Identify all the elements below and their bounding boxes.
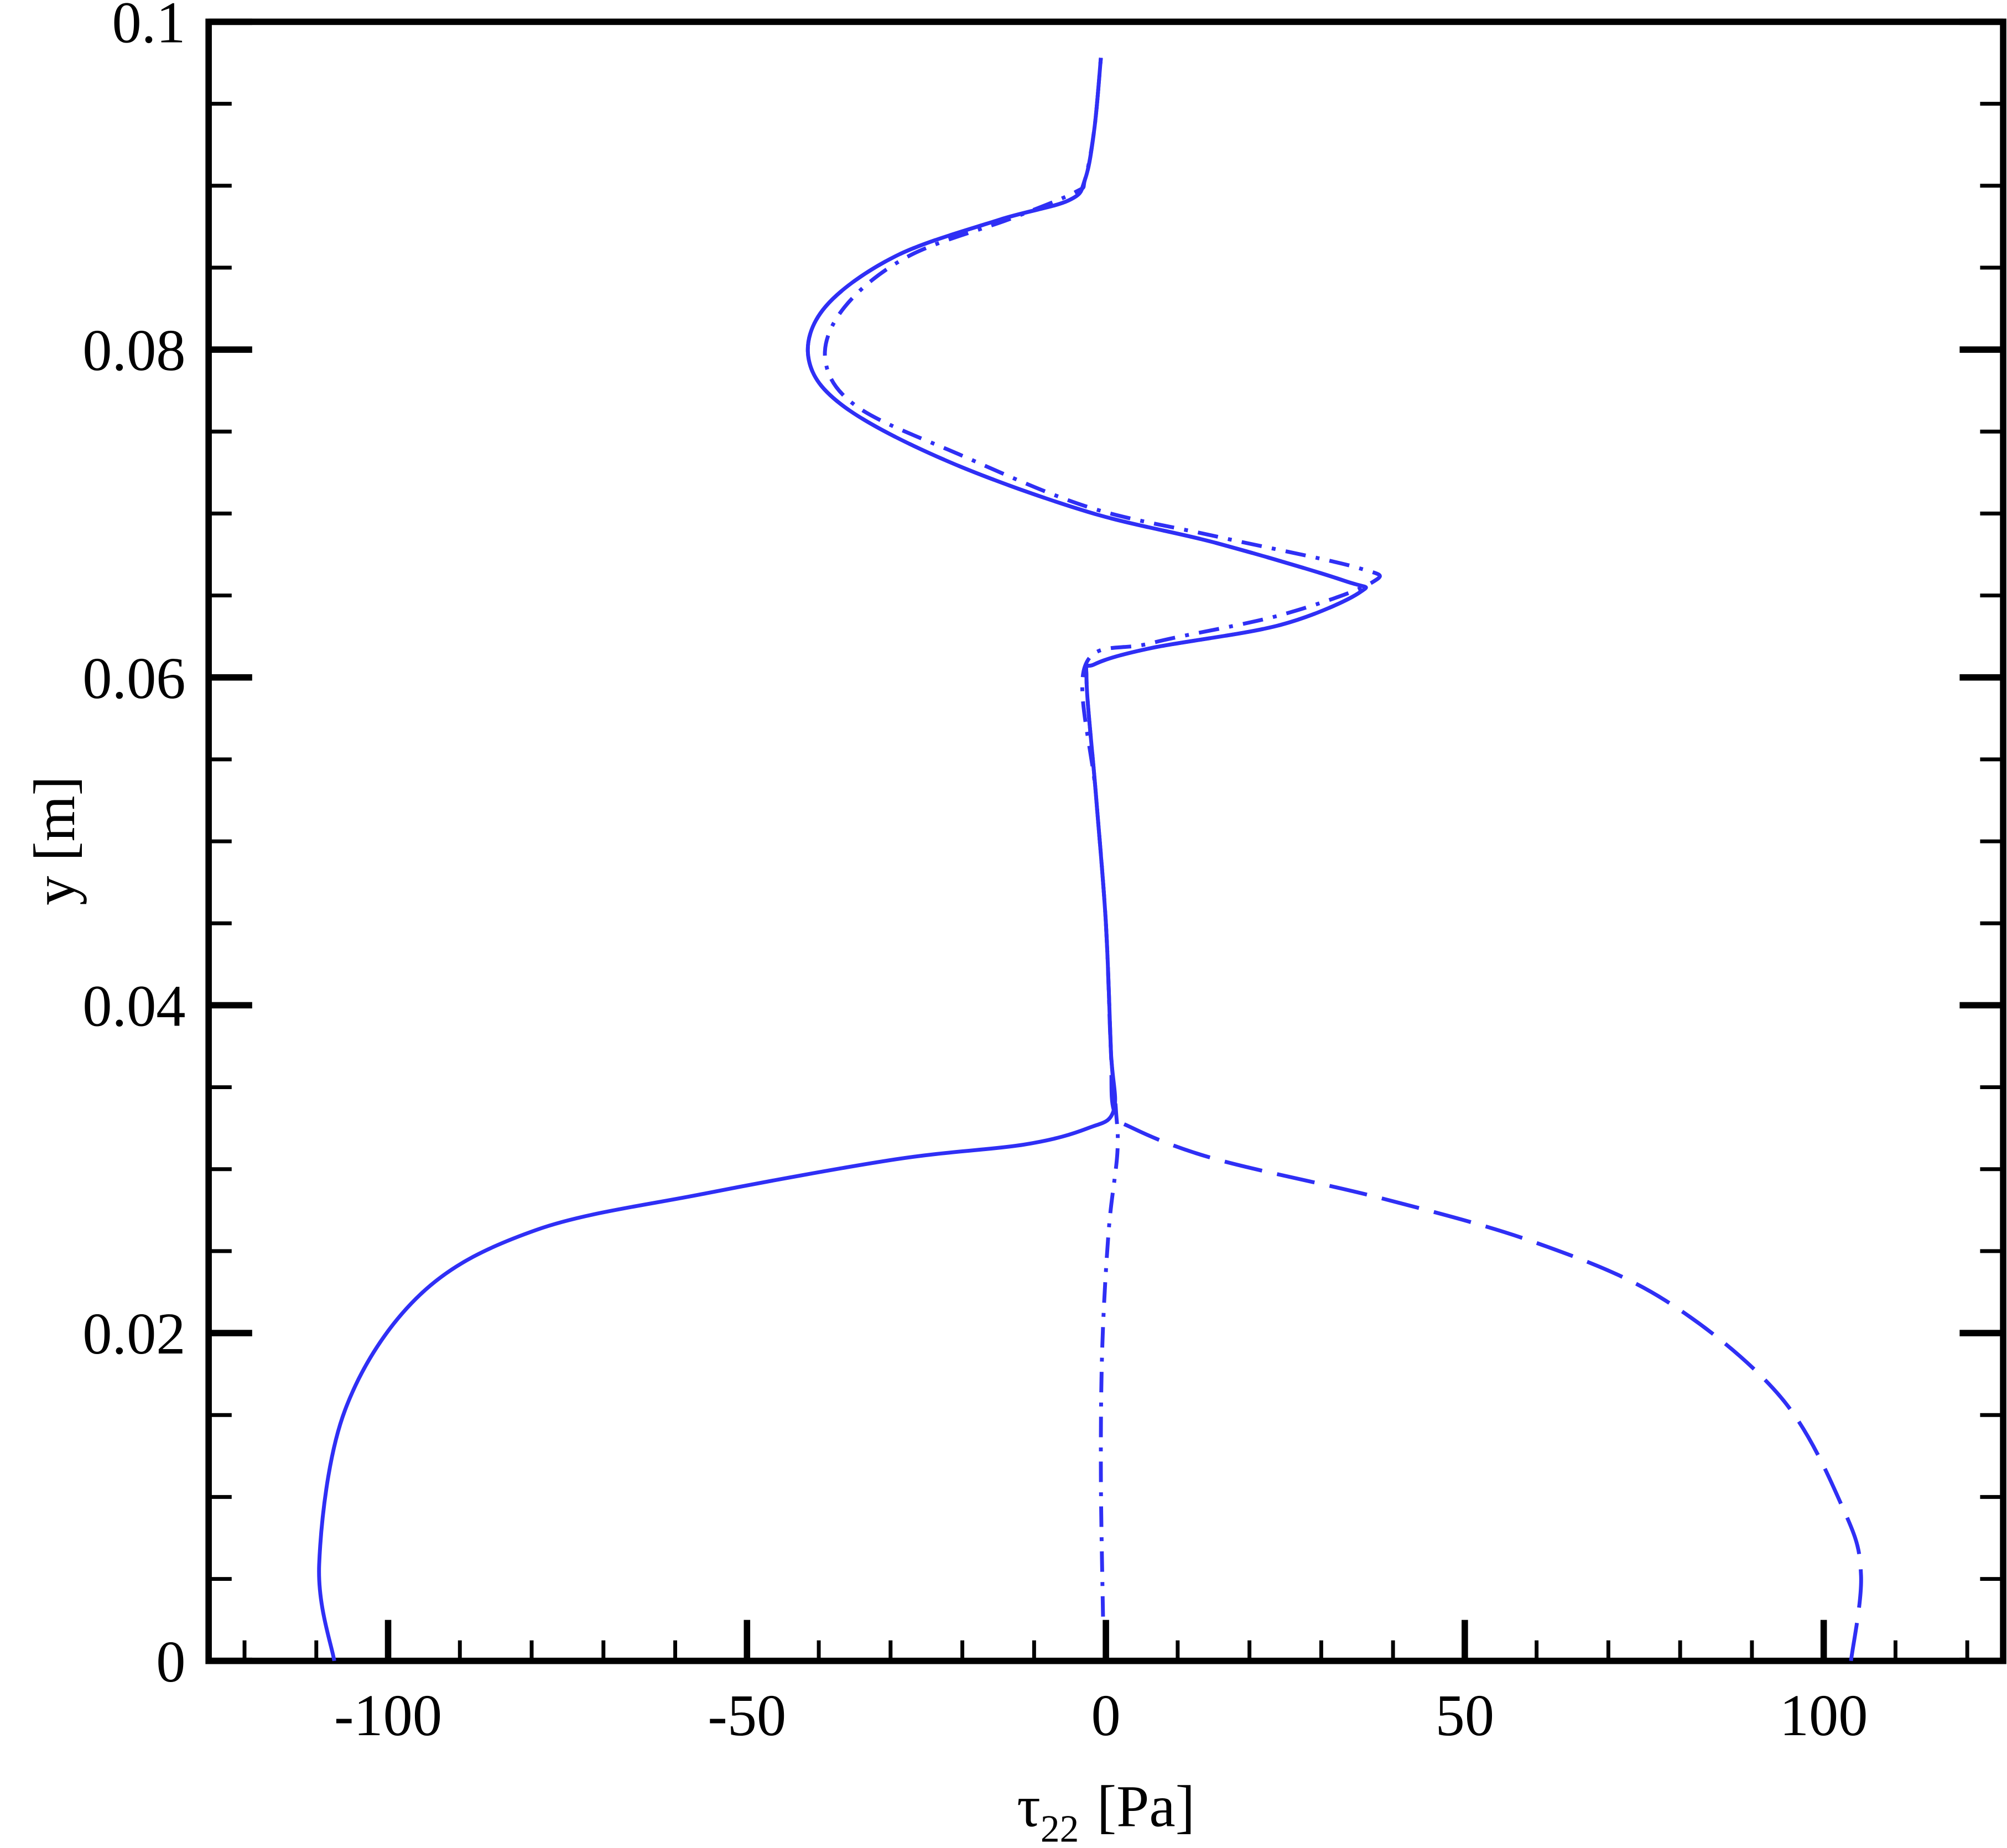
y-tick-label: 0.1	[112, 0, 185, 55]
y-tick-label: 0	[156, 1630, 185, 1695]
plot-frame	[205, 18, 2006, 1664]
y-axis-label: y [m]	[22, 776, 87, 905]
x-tick-label: 50	[1436, 1683, 1494, 1748]
y-tick-label: 0.06	[82, 646, 185, 711]
x-tick-label: -100	[334, 1683, 442, 1748]
x-axis-label: τ22 [Pa]	[1017, 1774, 1195, 1848]
data-line	[805, 58, 1863, 1662]
x-label-unit: [Pa]	[1097, 1774, 1195, 1840]
x-tick-label: 100	[1780, 1683, 1868, 1748]
data-line	[317, 58, 1368, 1662]
x-label-subscript: 22	[1041, 1808, 1079, 1848]
x-tick-label: -50	[708, 1683, 786, 1748]
x-tick-label: 0	[1091, 1683, 1120, 1748]
data-line	[823, 58, 1382, 1617]
y-tick-label: 0.08	[82, 318, 185, 383]
y-tick-label: 0.02	[82, 1302, 185, 1367]
x-label-symbol: τ	[1017, 1774, 1041, 1840]
y-tick-label: 0.04	[82, 974, 185, 1039]
